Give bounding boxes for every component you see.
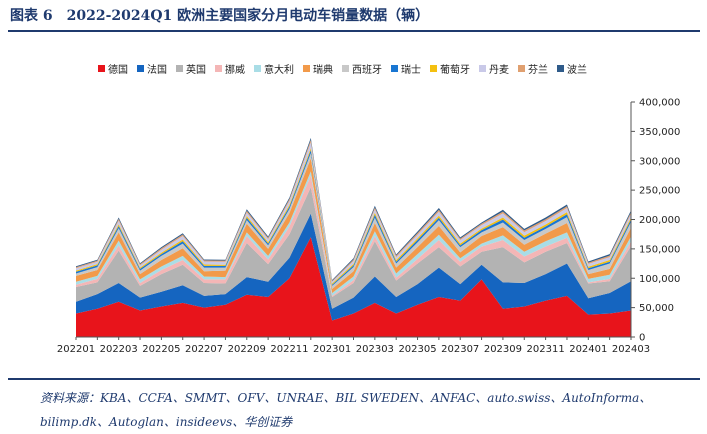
- area-series-1: [76, 213, 631, 321]
- area-series-0: [76, 237, 631, 337]
- y-tick-label: 50,000: [639, 303, 674, 314]
- legend-item-7: 瑞士: [391, 61, 421, 76]
- legend-swatch: [98, 64, 105, 72]
- legend-label: 瑞典: [313, 64, 333, 76]
- x-tick-label: 202401: [569, 344, 607, 355]
- legend-label: 西班牙: [352, 64, 382, 76]
- source-divider: [8, 378, 700, 380]
- legend-swatch: [391, 64, 398, 72]
- legend-label: 葡萄牙: [440, 64, 470, 76]
- x-tick-label: 202211: [270, 344, 308, 355]
- chart-title: 图表 6 2022-2024Q1 欧洲主要国家分月电动车销量数据（辆）: [10, 8, 430, 24]
- y-tick-label: 400,000: [639, 98, 680, 109]
- legend-label: 法国: [147, 64, 167, 76]
- legend-label: 意大利: [264, 64, 294, 76]
- legend-item-4: 意大利: [254, 61, 294, 76]
- x-tick-label: 202403: [612, 344, 650, 355]
- y-tick-label: 200,000: [639, 215, 680, 226]
- y-tick-label: 150,000: [639, 244, 680, 255]
- legend-label: 挪威: [225, 64, 245, 76]
- x-tick-label: 202309: [484, 344, 522, 355]
- x-tick-label: 202201: [57, 344, 95, 355]
- source-note: 资料来源：KBA、CCFA、SMMT、OFV、UNRAE、BIL SWEDEN、…: [40, 391, 652, 429]
- x-tick-label: 202209: [228, 344, 266, 355]
- x-tick-label: 202207: [185, 344, 223, 355]
- legend-swatch: [303, 64, 310, 72]
- x-tick-label: 202301: [313, 344, 351, 355]
- legend-swatch: [137, 64, 144, 72]
- x-tick-label: 202205: [142, 344, 180, 355]
- legend-item-11: 波兰: [557, 61, 587, 76]
- legend-item-9: 丹麦: [479, 61, 509, 76]
- legend-swatch: [215, 64, 222, 72]
- x-tick-label: 202307: [441, 344, 479, 355]
- legend-item-3: 挪威: [215, 61, 245, 76]
- x-tick-label: 202303: [356, 344, 394, 355]
- legend-item-2: 英国: [176, 61, 206, 76]
- area-layers: [76, 137, 631, 337]
- title-divider: [8, 30, 700, 32]
- legend-label: 芬兰: [528, 64, 548, 76]
- x-tick-label: 202311: [527, 344, 565, 355]
- legend-label: 英国: [186, 64, 206, 76]
- area-series-2: [76, 187, 631, 309]
- legend-label: 丹麦: [489, 64, 509, 76]
- legend-swatch: [254, 64, 261, 72]
- legend-label: 德国: [108, 64, 128, 76]
- axes: 0 50,000 100,000 150,000 200,000 250,000 300,0…: [57, 98, 680, 356]
- x-tick-label: 202305: [398, 344, 436, 355]
- legend-swatch: [479, 64, 486, 72]
- legend-label: 波兰: [567, 64, 587, 76]
- legend-swatch: [557, 64, 564, 72]
- legend-swatch: [342, 64, 349, 72]
- legend-swatch: [430, 64, 437, 72]
- y-tick-label: 300,000: [639, 156, 680, 167]
- legend-item-1: 法国: [137, 61, 167, 76]
- y-tick-label: 0: [639, 333, 645, 344]
- chart-legend: 德国 法国 英国 挪威 意大利 瑞典 西班牙 瑞士 葡萄牙 丹麦 芬兰 波兰: [98, 61, 587, 76]
- stacked-area-chart: 0 50,000 100,000 150,000 200,000 250,000 300,0…: [57, 98, 680, 356]
- y-tick-label: 100,000: [639, 274, 680, 285]
- legend-item-5: 瑞典: [303, 61, 333, 76]
- y-tick-label: 250,000: [639, 186, 680, 197]
- x-tick-label: 202203: [100, 344, 138, 355]
- legend-swatch: [176, 64, 183, 72]
- legend-item-10: 芬兰: [518, 61, 548, 76]
- y-tick-label: 350,000: [639, 127, 680, 138]
- legend-item-6: 西班牙: [342, 61, 382, 76]
- legend-item-0: 德国: [98, 61, 128, 76]
- legend-label: 瑞士: [401, 64, 421, 76]
- legend-swatch: [518, 64, 525, 72]
- legend-item-8: 葡萄牙: [430, 61, 470, 76]
